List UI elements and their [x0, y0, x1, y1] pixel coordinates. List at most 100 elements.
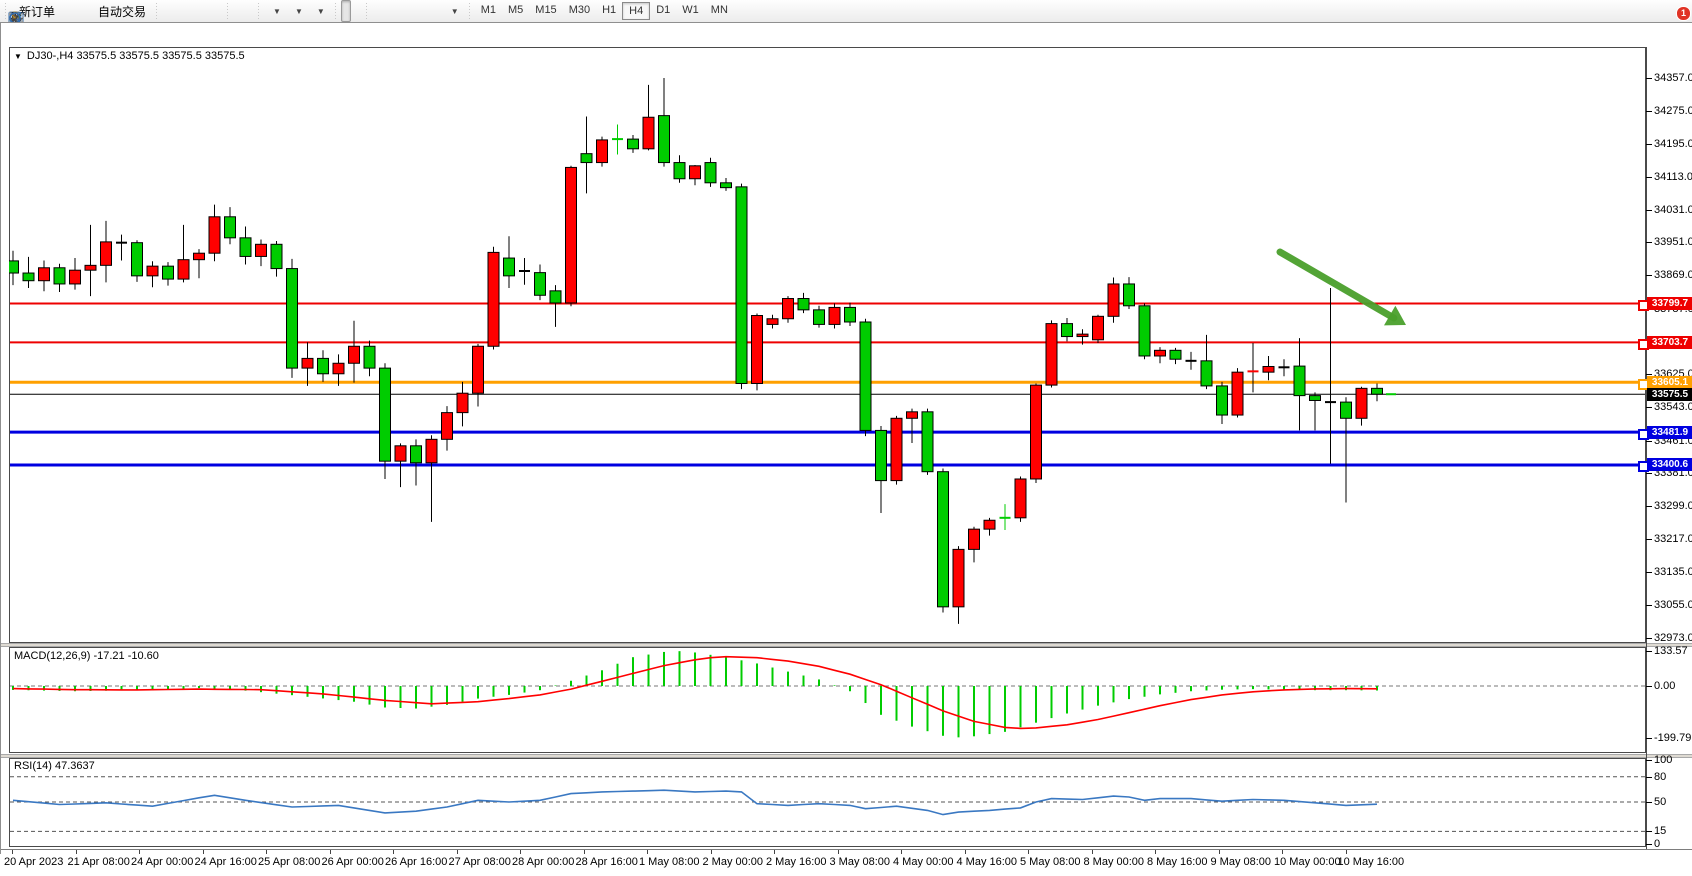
- tile-windows-button[interactable]: [8, 0, 222, 26]
- rsi-axis-label: 50: [1654, 796, 1667, 808]
- price-tick: [1646, 176, 1652, 178]
- channel-tool-button[interactable]: E: [9, 0, 412, 26]
- line-chart-type-button[interactable]: [8, 0, 192, 24]
- price-tick: [1646, 637, 1652, 639]
- time-tick-label: 25 Apr 08:00: [258, 856, 321, 868]
- macd-axis-tick: [1646, 738, 1652, 740]
- bar-chart-type-button[interactable]: [9, 0, 172, 24]
- indicators-button[interactable]: ▼: [9, 0, 286, 24]
- toolbar-grip[interactable]: [3, 3, 8, 19]
- chart-shift-button[interactable]: [9, 0, 253, 24]
- time-tick: [266, 850, 267, 854]
- price-tick-label: 33217.0: [1654, 533, 1692, 546]
- chart-symbol-header[interactable]: ▼ DJ30-,H4 33575.5 33575.5 33575.5 33575…: [14, 50, 245, 62]
- panel-splitter[interactable]: [1, 754, 1692, 758]
- accounts-button[interactable]: [8, 0, 80, 25]
- cursor-tool-button[interactable]: [12, 0, 351, 25]
- time-tick-label: 2 May 16:00: [766, 856, 827, 868]
- text-tool-button[interactable]: A: [10, 0, 432, 26]
- timeframe-M1[interactable]: M1: [480, 4, 496, 16]
- text-label-tool-button[interactable]: T: [9, 0, 442, 26]
- time-tick: [139, 850, 140, 854]
- time-tick-label: 28 Apr 16:00: [575, 856, 638, 868]
- auto-scroll-button[interactable]: [9, 0, 243, 24]
- toolbar-grip[interactable]: [154, 3, 160, 19]
- macd-axis-label: -199.79: [1654, 732, 1692, 745]
- rsi-axis-label: 15: [1654, 825, 1667, 838]
- time-tick-label: 20 Apr 2023: [4, 856, 64, 868]
- price-line-badge: 33400.6: [1647, 458, 1692, 472]
- time-axis[interactable]: 20 Apr 2023 21 Apr 08:00 24 Apr 00:00 24 Ap…: [1, 849, 1692, 876]
- macd-panel-canvas[interactable]: [9, 647, 1646, 753]
- time-tick: [647, 850, 648, 854]
- market-watch-button[interactable]: [10, 0, 70, 24]
- horizontal-line-tool-button[interactable]: [9, 0, 392, 22]
- toolbar-grip[interactable]: [466, 3, 472, 19]
- main-chart-canvas[interactable]: [9, 47, 1646, 643]
- current-price-badge: 33575.5: [1647, 387, 1692, 401]
- price-line-badge: 33605.1: [1647, 375, 1692, 389]
- time-tick-label: 4 May 16:00: [956, 856, 1018, 868]
- toolbar-grip[interactable]: [363, 3, 369, 19]
- toolbar-grip[interactable]: [256, 3, 262, 19]
- macd-axis-label: 0.00: [1654, 680, 1676, 692]
- symbol-ohlc-text: DJ30-,H4 33575.5 33575.5 33575.5 33575.5: [26, 50, 245, 62]
- price-tick: [1646, 209, 1652, 211]
- price-tick-label: 33543.0: [1654, 401, 1692, 414]
- price-tick: [1646, 143, 1652, 145]
- time-tick-label: 28 Apr 00:00: [512, 856, 575, 868]
- timeframe-H1[interactable]: H1: [602, 4, 617, 16]
- timeframe-M30[interactable]: M30: [568, 4, 591, 16]
- trendline-tool-button[interactable]: [9, 0, 402, 25]
- timeframe-M15[interactable]: M15: [535, 4, 557, 16]
- macd-axis-tick: [1646, 651, 1652, 652]
- price-tick: [1646, 275, 1652, 277]
- rsi-label: RSI(14) 47.3637: [14, 760, 95, 772]
- time-tick-label: 5 May 08:00: [1020, 856, 1081, 868]
- timeframe-MN[interactable]: MN: [710, 4, 728, 16]
- time-tick: [964, 850, 966, 854]
- timeframe-W1[interactable]: W1: [682, 4, 699, 16]
- time-tick-label: 26 Apr 16:00: [385, 856, 448, 868]
- price-tick-label: 33299.0: [1654, 500, 1692, 513]
- crosshair-tool-button[interactable]: [9, 0, 361, 25]
- toolbar-grip[interactable]: [225, 3, 231, 19]
- time-tick: [1155, 850, 1156, 854]
- panel-splitter[interactable]: [1, 643, 1692, 647]
- price-tick: [1646, 604, 1652, 606]
- auto-trading-label: 自动交易: [98, 4, 147, 19]
- rsi-axis-tick: [1646, 760, 1652, 761]
- main-toolbar: 新订单 自动交易: [0, 0, 1692, 27]
- time-tick: [710, 850, 712, 854]
- macd-label: MACD(12,26,9) -17.21 -10.60: [14, 650, 159, 662]
- price-tick: [1646, 572, 1652, 574]
- time-tick: [1218, 850, 1220, 854]
- arrows-tool-button[interactable]: ▼: [10, 0, 464, 25]
- zoom-out-button[interactable]: [9, 0, 212, 26]
- candlestick-chart-type-button[interactable]: [9, 0, 182, 25]
- toolbar-grip[interactable]: [332, 3, 338, 19]
- vertical-line-tool-button[interactable]: [12, 0, 382, 25]
- signals-button[interactable]: [8, 0, 90, 24]
- time-tick: [75, 850, 77, 854]
- price-tick-label: 34113.0: [1654, 170, 1692, 183]
- time-tick-label: 8 May 00:00: [1083, 856, 1145, 868]
- timeframe-M5[interactable]: M5: [508, 4, 524, 16]
- time-tick: [202, 850, 204, 854]
- rsi-panel-canvas[interactable]: [9, 758, 1646, 847]
- time-tick: [520, 850, 521, 854]
- timeframe-H4[interactable]: H4: [622, 2, 651, 20]
- auto-trading-button[interactable]: 自动交易: [8, 0, 151, 25]
- time-tick: [12, 850, 13, 854]
- timeframe-group: M1 M5 M15 M30 H1 H4 D1 W1 MN: [475, 2, 734, 20]
- time-tick-label: 27 Apr 08:00: [448, 856, 511, 868]
- price-tick: [1646, 78, 1652, 79]
- rsi-axis-tick: [1646, 802, 1652, 803]
- zoom-in-button[interactable]: [9, 0, 202, 26]
- templates-button[interactable]: ▼: [8, 0, 330, 25]
- timeframe-D1[interactable]: D1: [656, 4, 671, 16]
- time-tick-label: 26 Apr 00:00: [321, 856, 384, 868]
- fibonacci-tool-button[interactable]: F: [9, 0, 422, 26]
- price-tick: [1646, 374, 1652, 376]
- periods-button[interactable]: ▼: [9, 0, 308, 26]
